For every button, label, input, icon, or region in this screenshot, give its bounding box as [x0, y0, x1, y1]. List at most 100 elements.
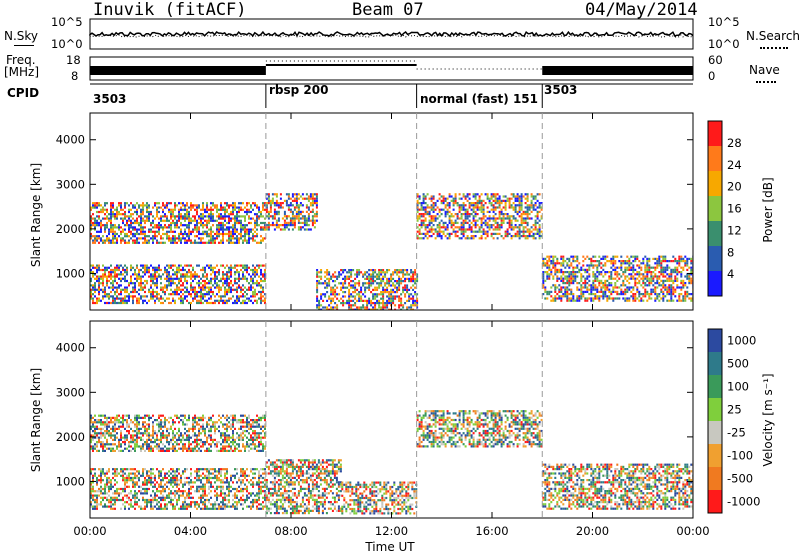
velocity-colorbar-label: Velocity [m s⁻¹]	[761, 373, 775, 466]
colorbar-swatch	[708, 398, 722, 421]
power-y-axis: 1000 2000 3000 4000	[56, 133, 693, 280]
nsky-underline	[14, 45, 34, 46]
colorbar-frame	[707, 120, 723, 297]
date-title: 04/May/2014	[585, 0, 698, 20]
nsky-line	[89, 30, 694, 38]
x-tick-label: 00:00	[676, 524, 709, 538]
y-tick-label: 3000	[56, 385, 85, 399]
mode-separators	[265, 113, 543, 518]
nave-dotted-line	[756, 81, 776, 83]
nsky-trace	[89, 30, 694, 38]
velocity-colorbar: 1000 500 100 25 -25 -100 -500 -1000	[707, 328, 760, 514]
colorbar-swatch	[708, 146, 722, 171]
colorbar-tick-label: -25	[727, 426, 746, 440]
cpid-label: CPID	[7, 86, 40, 100]
colorbar-tick-label: 500	[727, 357, 749, 371]
y-tick-label: 1000	[56, 266, 85, 280]
nsearch-line	[89, 34, 694, 38]
freq-block-1	[90, 66, 266, 75]
nsearch-tick-bottom: 10^0	[708, 37, 740, 51]
colorbar-swatch	[708, 467, 722, 490]
colorbar-swatch	[708, 271, 722, 296]
colorbar-tick-label: 24	[727, 158, 742, 172]
colorbar-swatch	[708, 490, 722, 513]
heatmap-feature	[316, 269, 419, 310]
colorbar-swatch	[708, 246, 722, 271]
nsearch-label: N.Search	[746, 29, 800, 43]
cpid-separators	[265, 84, 543, 108]
colorbar-tick-label: 28	[727, 136, 742, 150]
nsearch-tick-top: 10^5	[708, 15, 740, 29]
colorbar-swatch	[708, 196, 722, 221]
velocity-y-axis: 1000 2000 3000 4000	[56, 341, 693, 488]
freq-tick-bottom: 8	[71, 69, 79, 83]
heatmap-feature	[90, 414, 266, 452]
colorbar-tick-label: -100	[727, 449, 753, 463]
y-tick-label: 4000	[56, 133, 85, 147]
colorbar-tick-label: 4	[727, 267, 734, 281]
heatmap-feature	[416, 410, 543, 448]
colorbar-swatch	[708, 221, 722, 246]
heatmap-feature	[90, 202, 266, 244]
freq-trace	[90, 60, 693, 75]
station-title: Inuvik (fitACF)	[93, 0, 247, 20]
velocity-y-label: Slant Range [km]	[29, 368, 43, 472]
heatmap-feature	[265, 193, 318, 231]
nsky-tick-top: 10^5	[51, 15, 83, 29]
heatmap-feature	[542, 463, 693, 510]
freq-label: Freq.	[6, 53, 36, 67]
nsky-panel-frame	[89, 18, 694, 50]
colorbar-swatch	[708, 352, 722, 375]
time-x-axis: 00:00 04:00 08:00 12:00 16:00 20:00 00:00	[73, 113, 710, 538]
colorbar-swatch	[708, 171, 722, 196]
colorbar-frame	[707, 328, 723, 514]
x-tick-label: 08:00	[274, 524, 307, 538]
colorbar-tick-label: 16	[727, 202, 742, 216]
y-tick-label: 4000	[56, 341, 85, 355]
colorbar-swatch	[708, 375, 722, 398]
nsky-label: N.Sky	[4, 29, 39, 43]
colorbar-swatch	[708, 329, 722, 352]
x-tick-label: 12:00	[375, 524, 408, 538]
colorbar-tick-label: 25	[727, 403, 742, 417]
heatmap-feature	[416, 193, 543, 240]
x-axis-label: Time UT	[364, 540, 415, 554]
colorbar-swatch	[708, 121, 722, 146]
beam-title: Beam 07	[352, 0, 424, 20]
nave-tick-bottom: 0	[708, 69, 716, 83]
y-tick-label: 2000	[56, 430, 85, 444]
colorbar-swatch	[708, 421, 722, 444]
colorbar-tick-label: -1000	[727, 495, 760, 509]
nsearch-dotted-line	[760, 47, 788, 49]
freq-unit-label: [MHz]	[4, 65, 40, 79]
heatmap-feature	[90, 264, 266, 305]
nave-tick-top: 60	[708, 53, 723, 67]
x-tick-label: 16:00	[475, 524, 508, 538]
x-tick-label: 04:00	[174, 524, 207, 538]
colorbar-tick-label: 20	[727, 180, 742, 194]
colorbar-tick-label: 12	[727, 223, 742, 237]
heatmap-feature	[542, 255, 693, 302]
colorbar-tick-label: 8	[727, 245, 734, 259]
cpid-segment-3: normal (fast) 151	[420, 92, 538, 106]
y-tick-label: 3000	[56, 177, 85, 191]
cpid-segment-2: rbsp 200	[269, 83, 329, 97]
power-colorbar: 4 8 12 16 20 24 28	[707, 120, 742, 297]
nave-label: Nave	[749, 63, 780, 77]
colorbar-tick-label: -500	[727, 472, 753, 486]
colorbar-tick-label: 100	[727, 380, 749, 394]
colorbar-tick-label: 1000	[727, 334, 756, 348]
cpid-segment-4: 3503	[544, 83, 578, 97]
power-y-label: Slant Range [km]	[29, 163, 43, 267]
freq-tick-top: 18	[66, 53, 81, 67]
cpid-segment-1: 3503	[93, 92, 127, 106]
velocity-heatmap	[90, 410, 693, 515]
power-colorbar-label: Power [dB]	[761, 177, 775, 242]
power-heatmap	[90, 193, 693, 310]
colorbar-swatch	[708, 444, 722, 467]
y-tick-label: 1000	[56, 474, 85, 488]
x-tick-label: 00:00	[73, 524, 106, 538]
x-tick-label: 20:00	[576, 524, 609, 538]
freq-block-2	[542, 66, 693, 75]
